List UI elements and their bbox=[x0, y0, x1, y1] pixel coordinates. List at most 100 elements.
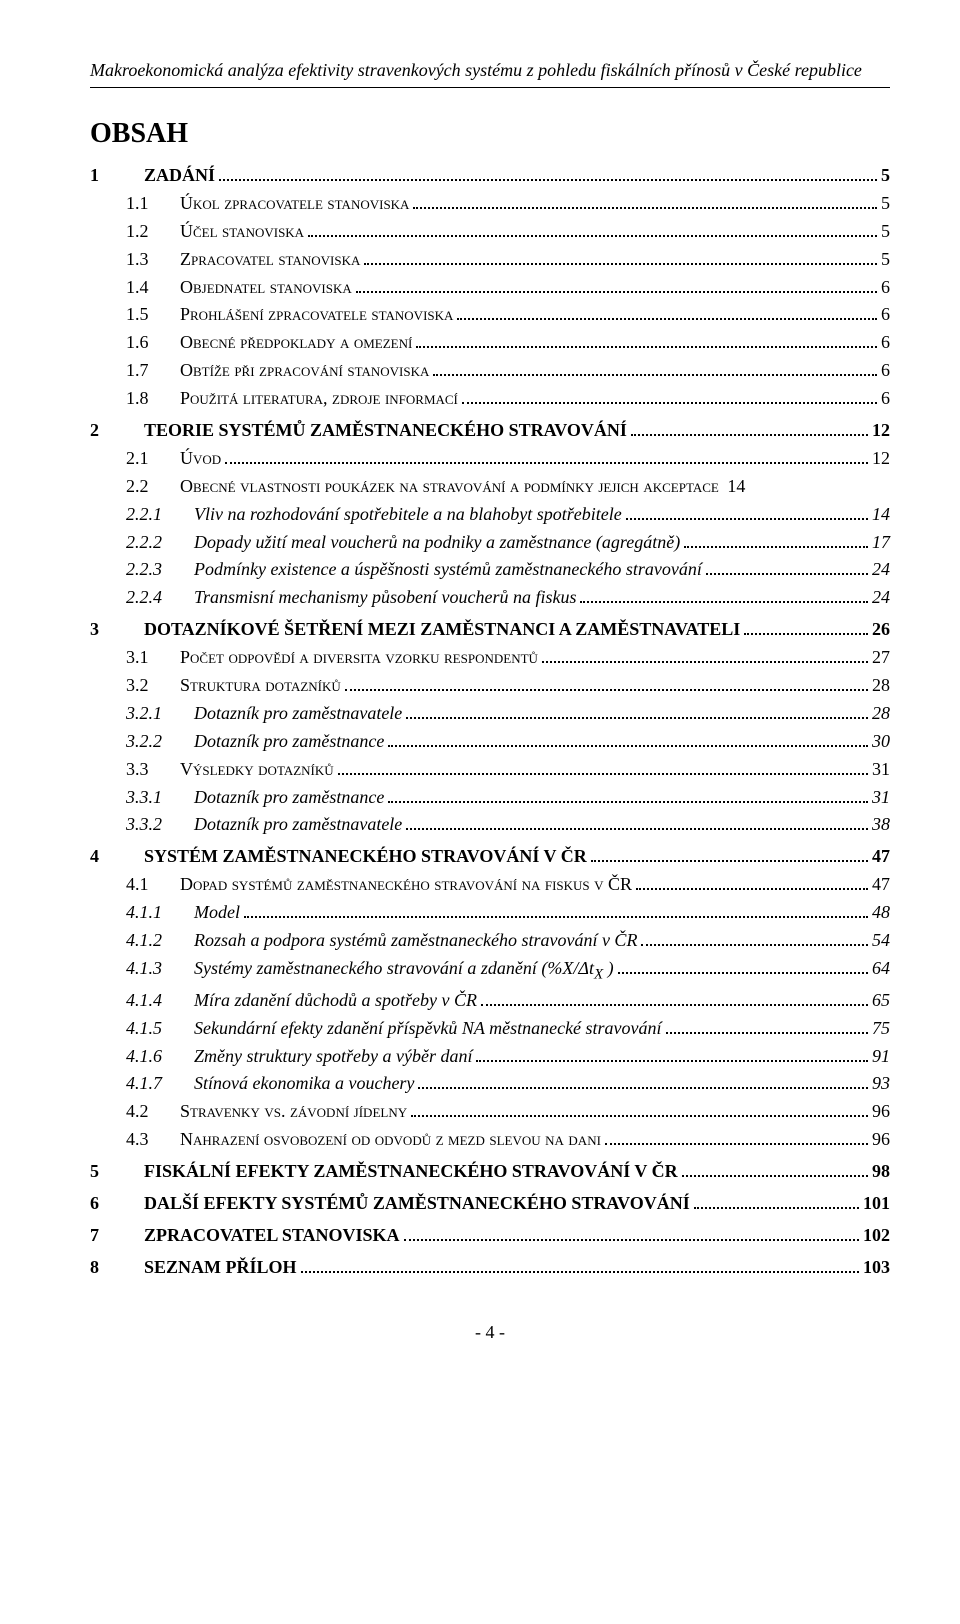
toc-entry-page: 47 bbox=[872, 843, 890, 871]
toc-entry-label: Struktura dotazníků bbox=[170, 672, 341, 700]
toc-entry-page: 38 bbox=[872, 811, 890, 839]
toc-entry: 3.2.2Dotazník pro zaměstnance30 bbox=[90, 728, 890, 756]
toc-leader-dots bbox=[462, 390, 877, 405]
toc-entry-page: 17 bbox=[872, 529, 890, 557]
toc-entry-page: 93 bbox=[872, 1070, 890, 1098]
toc-entry-label: Použitá literatura, zdroje informací bbox=[170, 385, 458, 413]
toc-entry-page: 75 bbox=[872, 1015, 890, 1043]
toc-entry-number: 4.1.4 bbox=[90, 987, 184, 1015]
toc-leader-dots bbox=[308, 222, 877, 237]
toc-entry: 5FISKÁLNÍ EFEKTY ZAMĚSTNANECKÉHO STRAVOV… bbox=[90, 1158, 890, 1186]
toc-entry: 4.1.4Míra zdanění důchodů a spotřeby v Č… bbox=[90, 987, 890, 1015]
toc-leader-dots bbox=[345, 676, 868, 691]
toc-leader-dots bbox=[244, 904, 868, 919]
toc-leader-dots bbox=[641, 931, 868, 946]
toc-entry: 1.3Zpracovatel stanoviska5 bbox=[90, 246, 890, 274]
toc-entry: 1.4Objednatel stanoviska6 bbox=[90, 274, 890, 302]
toc-entry-page: 28 bbox=[872, 672, 890, 700]
toc-entry-label: Podmínky existence a úspěšnosti systémů … bbox=[184, 556, 702, 584]
toc-entry: 4.1Dopad systémů zaměstnaneckého stravov… bbox=[90, 871, 890, 899]
toc-leader-dots bbox=[542, 649, 868, 664]
toc-entry-label: Systémy zaměstnaneckého stravování a zda… bbox=[184, 955, 614, 987]
toc-entry-page: 12 bbox=[872, 417, 890, 445]
toc-entry-label: Úkol zpracovatele stanoviska bbox=[170, 190, 409, 218]
toc-entry-page: 102 bbox=[863, 1222, 890, 1250]
toc-entry-number: 1.8 bbox=[90, 385, 170, 413]
toc-entry-page: 103 bbox=[863, 1254, 890, 1282]
toc-entry: 2TEORIE SYSTÉMŮ ZAMĚSTNANECKÉHO STRAVOVÁ… bbox=[90, 417, 890, 445]
toc-leader-dots bbox=[356, 278, 877, 293]
toc-entry-number: 3 bbox=[90, 616, 126, 644]
toc-entry-page: 64 bbox=[872, 955, 890, 983]
toc-entry-label: Úvod bbox=[170, 445, 221, 473]
toc-leader-dots bbox=[338, 760, 868, 775]
toc-entry-label: Dotazník pro zaměstnavatele bbox=[184, 811, 402, 839]
toc-entry-page: 28 bbox=[872, 700, 890, 728]
toc-leader-dots bbox=[694, 1194, 859, 1209]
toc-entry-page: 47 bbox=[872, 871, 890, 899]
toc-leader-dots bbox=[618, 959, 868, 974]
toc-leader-dots bbox=[744, 621, 868, 636]
toc-entry-label: Účel stanoviska bbox=[170, 218, 304, 246]
toc-entry-page: 14 bbox=[872, 501, 890, 529]
table-of-contents: 1ZADÁNÍ51.1Úkol zpracovatele stanoviska5… bbox=[90, 162, 890, 1282]
toc-entry-page: 48 bbox=[872, 899, 890, 927]
toc-entry: 2.2.3Podmínky existence a úspěšnosti sys… bbox=[90, 556, 890, 584]
toc-entry-label: Nahrazení osvobození od odvodů z mezd sl… bbox=[170, 1126, 601, 1154]
toc-leader-dots bbox=[388, 732, 868, 747]
toc-entry-number: 1.2 bbox=[90, 218, 170, 246]
toc-entry-number: 7 bbox=[90, 1222, 126, 1250]
toc-entry-page: 14 bbox=[727, 473, 745, 501]
toc-entry-page: 5 bbox=[881, 190, 890, 218]
toc-entry-label: Dotazník pro zaměstnance bbox=[184, 728, 384, 756]
toc-leader-dots bbox=[684, 533, 868, 548]
toc-entry-label: Stravenky vs. závodní jídelny bbox=[170, 1098, 407, 1126]
toc-entry: 1.1Úkol zpracovatele stanoviska5 bbox=[90, 190, 890, 218]
toc-entry-page: 31 bbox=[872, 784, 890, 812]
toc-entry: 8SEZNAM PŘÍLOH103 bbox=[90, 1254, 890, 1282]
toc-leader-dots bbox=[481, 991, 868, 1006]
toc-entry: 1.8Použitá literatura, zdroje informací6 bbox=[90, 385, 890, 413]
toc-entry-page: 5 bbox=[881, 162, 890, 190]
toc-entry-label: Dopady užití meal voucherů na podniky a … bbox=[184, 529, 680, 557]
toc-entry-number: 3.2.2 bbox=[90, 728, 184, 756]
toc-entry-page: 6 bbox=[881, 274, 890, 302]
toc-entry: 3.3.2Dotazník pro zaměstnavatele 38 bbox=[90, 811, 890, 839]
toc-leader-dots bbox=[416, 334, 877, 349]
toc-entry-label: Sekundární efekty zdanění příspěvků NA m… bbox=[184, 1015, 662, 1043]
toc-entry: 4.1.3Systémy zaměstnaneckého stravování … bbox=[90, 955, 890, 987]
toc-entry-number: 1.6 bbox=[90, 329, 170, 357]
toc-entry-page: 91 bbox=[872, 1043, 890, 1071]
toc-leader-dots bbox=[413, 194, 877, 209]
toc-leader-dots bbox=[591, 848, 868, 863]
toc-entry-label: Dotazník pro zaměstnance bbox=[184, 784, 384, 812]
toc-entry: 4.1.6Změny struktury spotřeby a výběr da… bbox=[90, 1043, 890, 1071]
toc-entry-label: Rozsah a podpora systémů zaměstnaneckého… bbox=[184, 927, 637, 955]
toc-entry: 4.1.5Sekundární efekty zdanění příspěvků… bbox=[90, 1015, 890, 1043]
toc-entry-page: 5 bbox=[881, 218, 890, 246]
toc-entry: 1ZADÁNÍ5 bbox=[90, 162, 890, 190]
toc-entry-label: TEORIE SYSTÉMŮ ZAMĚSTNANECKÉHO STRAVOVÁN… bbox=[126, 417, 627, 445]
toc-entry: 4.1.7Stínová ekonomika a vouchery93 bbox=[90, 1070, 890, 1098]
toc-leader-dots bbox=[364, 250, 877, 265]
toc-leader-dots bbox=[388, 788, 868, 803]
toc-leader-dots bbox=[433, 362, 877, 377]
toc-leader-dots bbox=[301, 1258, 859, 1273]
toc-entry: 6DALŠÍ EFEKTY SYSTÉMŮ ZAMĚSTNANECKÉHO ST… bbox=[90, 1190, 890, 1218]
toc-entry-number: 4.1.5 bbox=[90, 1015, 184, 1043]
toc-entry-number: 3.1 bbox=[90, 644, 170, 672]
toc-entry-number: 3.3.2 bbox=[90, 811, 184, 839]
toc-entry-label: Dopad systémů zaměstnaneckého stravování… bbox=[170, 871, 632, 899]
toc-entry-page: 96 bbox=[872, 1098, 890, 1126]
toc-entry-label: Model bbox=[184, 899, 240, 927]
toc-entry-page: 12 bbox=[872, 445, 890, 473]
toc-entry-page: 5 bbox=[881, 246, 890, 274]
toc-entry-label: Změny struktury spotřeby a výběr daní bbox=[184, 1043, 472, 1071]
toc-entry-label: Obecné vlastnosti poukázek na stravování… bbox=[170, 473, 719, 501]
toc-leader-dots bbox=[418, 1075, 868, 1090]
toc-entry-number: 2.2 bbox=[90, 473, 170, 501]
toc-entry-page: 6 bbox=[881, 357, 890, 385]
toc-leader-dots bbox=[406, 704, 868, 719]
toc-entry: 3.3.1Dotazník pro zaměstnance31 bbox=[90, 784, 890, 812]
toc-leader-dots bbox=[476, 1047, 868, 1062]
